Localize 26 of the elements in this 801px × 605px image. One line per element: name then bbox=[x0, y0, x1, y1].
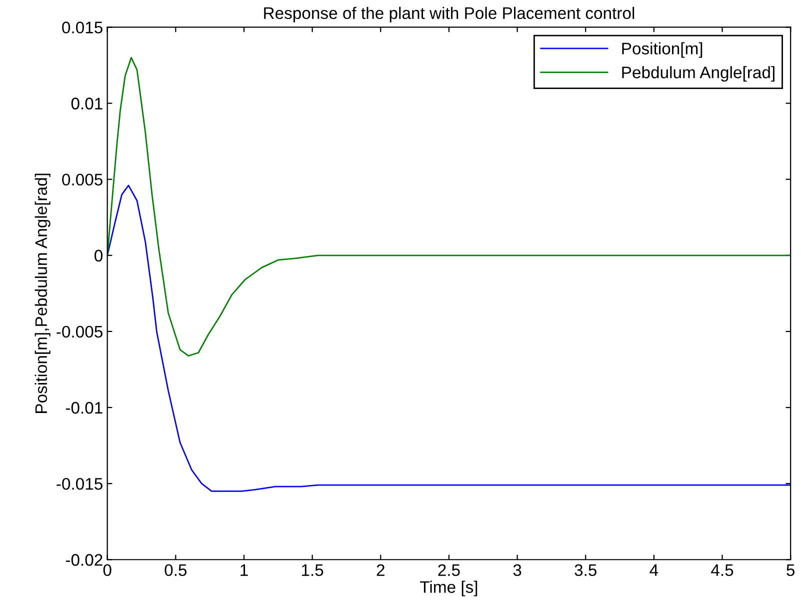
x-tick-label: 0.5 bbox=[164, 564, 187, 576]
y-tick-label: 0.01 bbox=[71, 98, 102, 110]
y-tick-label: 0 bbox=[94, 250, 103, 262]
x-tick-label: 2 bbox=[376, 564, 384, 576]
y-axis-title: Position[m],Pebdulum Angle[rad] bbox=[34, 174, 50, 413]
y-tick-label: 0.015 bbox=[62, 22, 102, 34]
x-tick-label: 2.5 bbox=[438, 564, 460, 576]
x-tick-label: 3 bbox=[513, 564, 522, 576]
x-tick-label: 5 bbox=[786, 564, 795, 576]
y-tick-label: -0.005 bbox=[56, 326, 102, 338]
y-tick-label: -0.015 bbox=[56, 478, 102, 490]
x-tick-label: 1 bbox=[240, 564, 248, 576]
line-series bbox=[107, 184, 791, 492]
x-tick-label: 1.5 bbox=[302, 564, 324, 576]
x-tick-label: 4.5 bbox=[711, 564, 734, 576]
y-tick-label: -0.02 bbox=[66, 554, 102, 566]
x-tick-label: 0 bbox=[103, 564, 112, 576]
line-series bbox=[107, 56, 791, 356]
y-tick-label: 0.005 bbox=[62, 174, 102, 186]
legend-label: Position[m] bbox=[622, 42, 702, 58]
x-tick-label: 3.5 bbox=[574, 564, 596, 576]
x-axis-title: Time [s] bbox=[420, 580, 478, 596]
x-tick-label: 4 bbox=[650, 564, 658, 576]
chart-title: Response of the plant with Pole Placement control bbox=[264, 6, 634, 22]
legend-label: Pebdulum Angle[rad] bbox=[622, 66, 774, 82]
y-tick-label: -0.01 bbox=[66, 402, 102, 414]
